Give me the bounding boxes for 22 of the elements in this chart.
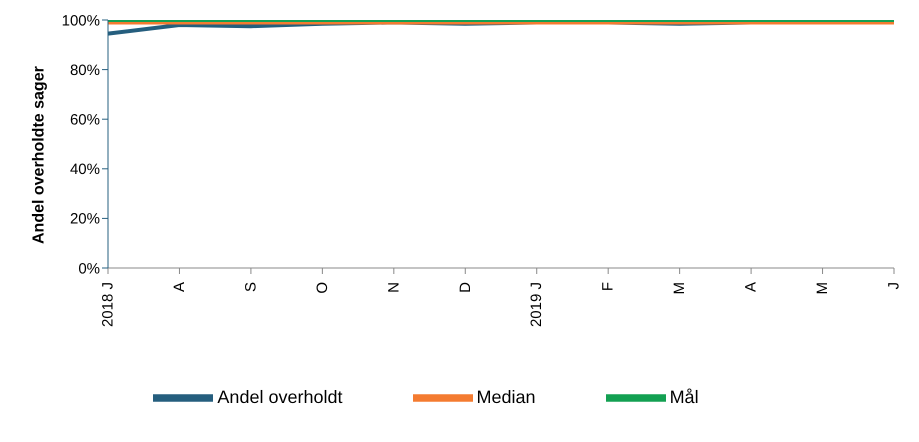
x-tick-label: A [742,282,760,292]
y-tick-label: 20% [70,210,100,228]
x-tick-label: D [456,282,474,293]
y-axis-title: Andel overholdte sager [30,66,48,244]
y-tick-label: 80% [70,62,100,79]
legend-label: Mål [670,386,699,407]
legend-label: Andel overholdt [217,386,343,407]
y-tick-label: 0% [78,260,100,278]
x-tick-label: A [170,282,188,292]
x-tick-label: O [314,282,331,294]
x-tick-label: M [814,282,832,294]
x-tick-label: M [671,282,688,294]
x-tick-label: J [886,282,902,290]
x-tick-label: N [385,282,402,293]
y-tick-label: 60% [70,112,100,129]
y-tick-label: 100% [62,12,100,30]
legend-label: Median [476,386,536,407]
x-tick-label: 2019 J [528,282,546,328]
x-tick-label: 2018 J [100,282,116,328]
y-tick-label: 40% [70,161,100,178]
x-tick-label: S [242,282,260,292]
x-tick-label: F [600,282,617,292]
